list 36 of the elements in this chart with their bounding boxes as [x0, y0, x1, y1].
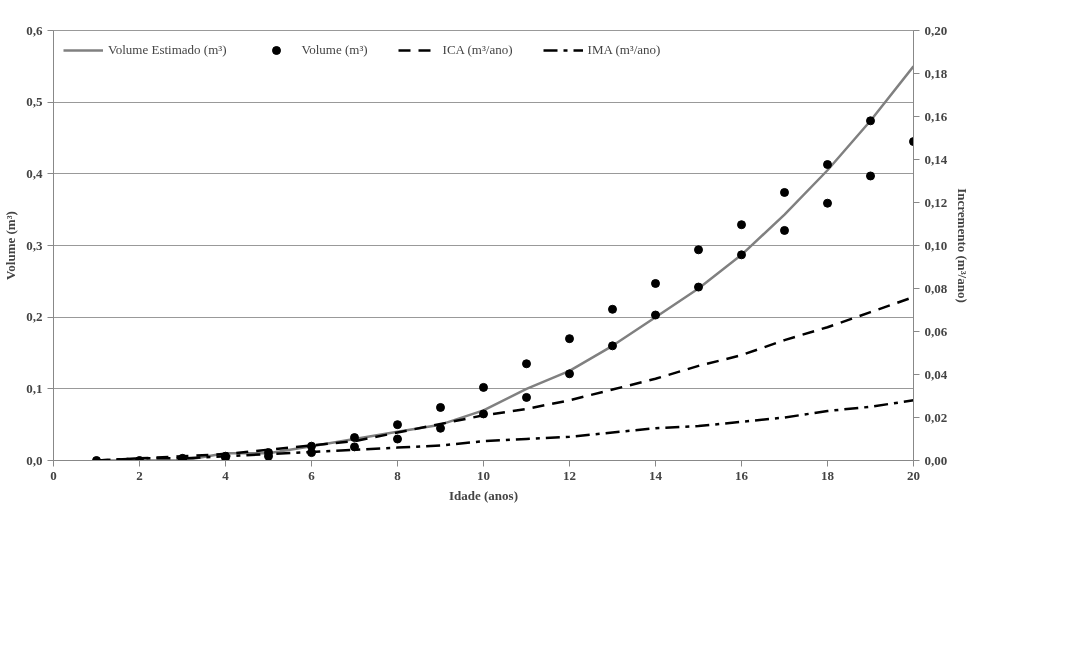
y2-axis-title: Incremento (m³/ano)	[955, 188, 971, 303]
y2-tick-label: 0,08	[924, 280, 948, 296]
legend-label: IMA (m³/ano)	[587, 42, 661, 58]
x-tick-label: 0	[50, 467, 57, 483]
y-tick-label: 0,2	[26, 309, 43, 325]
x-tick-label: 4	[222, 467, 230, 483]
y2-tick-label: 0,20	[924, 22, 948, 38]
y-tick-label: 0,5	[26, 94, 43, 110]
x-tick-label: 16	[735, 467, 749, 483]
y-tick-label: 0,4	[26, 165, 43, 181]
legend-label: Volume Estimado (m³)	[108, 42, 227, 58]
x-tick-label: 10	[477, 467, 490, 483]
legend-label: ICA (m³/ano)	[442, 42, 513, 58]
x-tick-label: 20	[907, 467, 920, 483]
y-tick-label: 0,0	[26, 452, 43, 468]
x-tick-label: 2	[136, 467, 143, 483]
y2-tick-label: 0,06	[924, 323, 948, 339]
x-tick-label: 8	[394, 467, 402, 483]
y2-tick-label: 0,00	[924, 452, 948, 468]
x-tick-label: 18	[821, 467, 835, 483]
y-tick-label: 0,6	[26, 22, 43, 38]
y-tick-label: 0,3	[26, 237, 43, 253]
y2-tick-label: 0,02	[924, 409, 948, 425]
y-tick-label: 0,1	[26, 380, 43, 396]
y2-tick-label: 0,12	[924, 194, 948, 210]
y2-tick-label: 0,10	[924, 237, 948, 253]
y2-tick-label: 0,16	[924, 108, 948, 124]
x-axis-title: Idade (anos)	[449, 487, 519, 503]
x-tick-label: 6	[308, 467, 316, 483]
x-tick-label: 14	[649, 467, 663, 483]
legend-label: Volume (m³)	[301, 42, 368, 58]
y-axis-title: Volume (m³)	[3, 211, 19, 280]
y2-tick-label: 0,18	[924, 65, 948, 81]
y2-tick-label: 0,04	[924, 366, 948, 382]
y2-tick-label: 0,14	[924, 151, 948, 167]
x-tick-label: 12	[563, 467, 576, 483]
